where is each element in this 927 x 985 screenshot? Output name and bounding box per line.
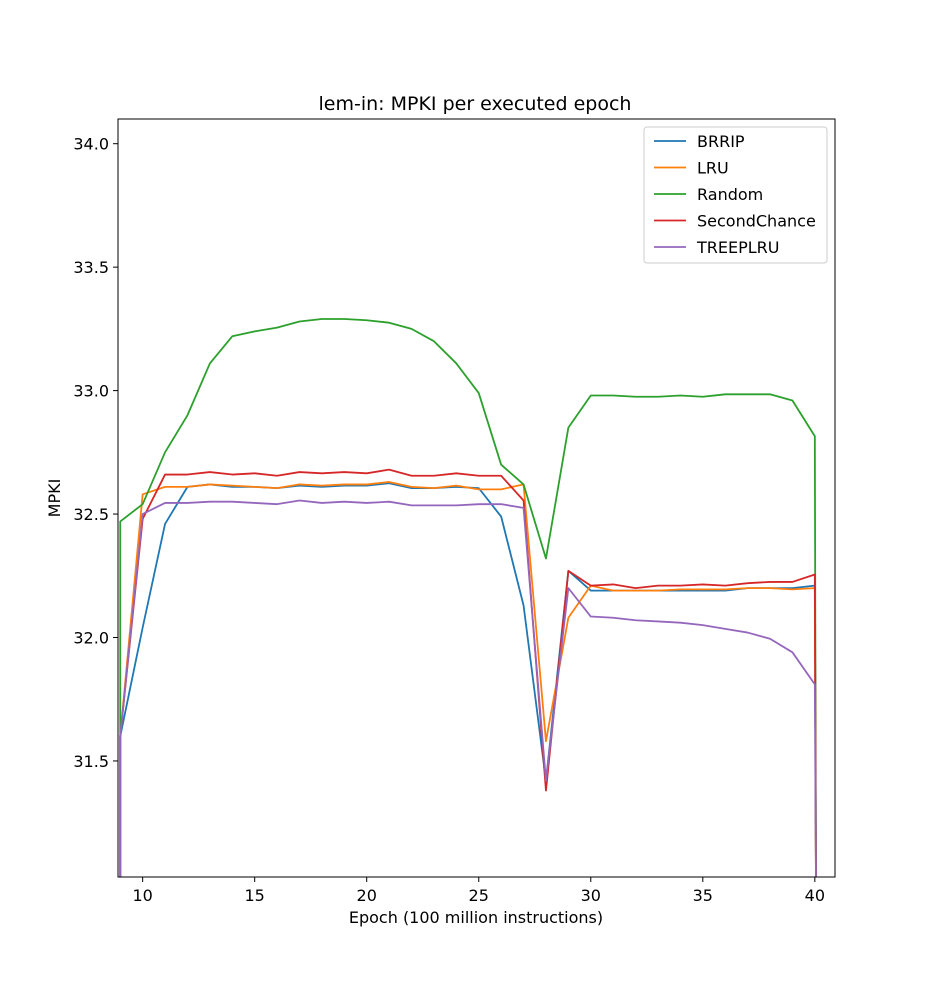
x-tick-label: 35 — [693, 886, 713, 905]
legend: BRRIP LRU Random SecondChance TREEPLRU — [643, 126, 828, 264]
plot-frame — [117, 118, 836, 878]
series-line-treeplru — [119, 499, 817, 877]
legend-label: LRU — [697, 159, 729, 178]
legend-frame — [643, 126, 828, 264]
y-axis-title: MPKI — [45, 479, 64, 518]
chart-title: lem-in: MPKI per executed epoch — [319, 93, 632, 115]
y-axis: 31.5 32.0 32.5 33.0 33.5 34.0 — [73, 135, 118, 771]
y-tick-label: 33.0 — [73, 382, 109, 401]
series-line-secondchance — [119, 468, 817, 877]
legend-label: BRRIP — [697, 132, 745, 151]
y-tick-label: 32.0 — [73, 629, 109, 648]
series-line-brrip — [119, 482, 817, 877]
y-tick-label: 34.0 — [73, 135, 109, 154]
legend-label: TREEPLRU — [696, 238, 780, 257]
series-line-lru — [119, 481, 817, 877]
y-tick-label: 31.5 — [73, 752, 109, 771]
x-axis: 10 15 20 25 30 35 40 — [132, 877, 825, 905]
x-tick-label: 40 — [805, 886, 825, 905]
x-tick-label: 30 — [581, 886, 601, 905]
y-tick-label: 33.5 — [73, 258, 109, 277]
series-layer — [119, 318, 817, 877]
legend-label: SecondChance — [697, 212, 816, 231]
series-line-random — [119, 318, 817, 877]
x-tick-label: 20 — [357, 886, 377, 905]
x-tick-label: 10 — [132, 886, 152, 905]
x-tick-label: 25 — [469, 886, 489, 905]
legend-label: Random — [697, 185, 763, 204]
x-axis-title: Epoch (100 million instructions) — [349, 908, 603, 927]
y-tick-label: 32.5 — [73, 505, 109, 524]
x-tick-label: 15 — [244, 886, 264, 905]
